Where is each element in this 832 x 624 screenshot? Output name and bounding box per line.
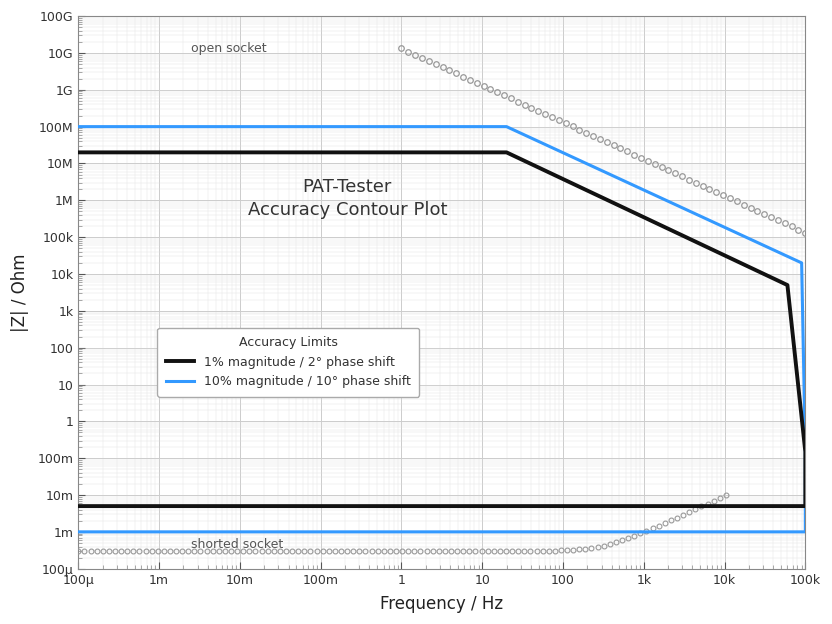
Text: open socket: open socket <box>191 42 266 55</box>
Text: PAT-Tester
Accuracy Contour Plot: PAT-Tester Accuracy Contour Plot <box>248 178 447 219</box>
Legend: 1% magnitude / 2° phase shift, 10% magnitude / 10° phase shift: 1% magnitude / 2° phase shift, 10% magni… <box>157 328 419 397</box>
Y-axis label: |Z| / Ohm: |Z| / Ohm <box>11 253 29 331</box>
Text: shorted socket: shorted socket <box>191 538 283 551</box>
X-axis label: Frequency / Hz: Frequency / Hz <box>380 595 503 613</box>
